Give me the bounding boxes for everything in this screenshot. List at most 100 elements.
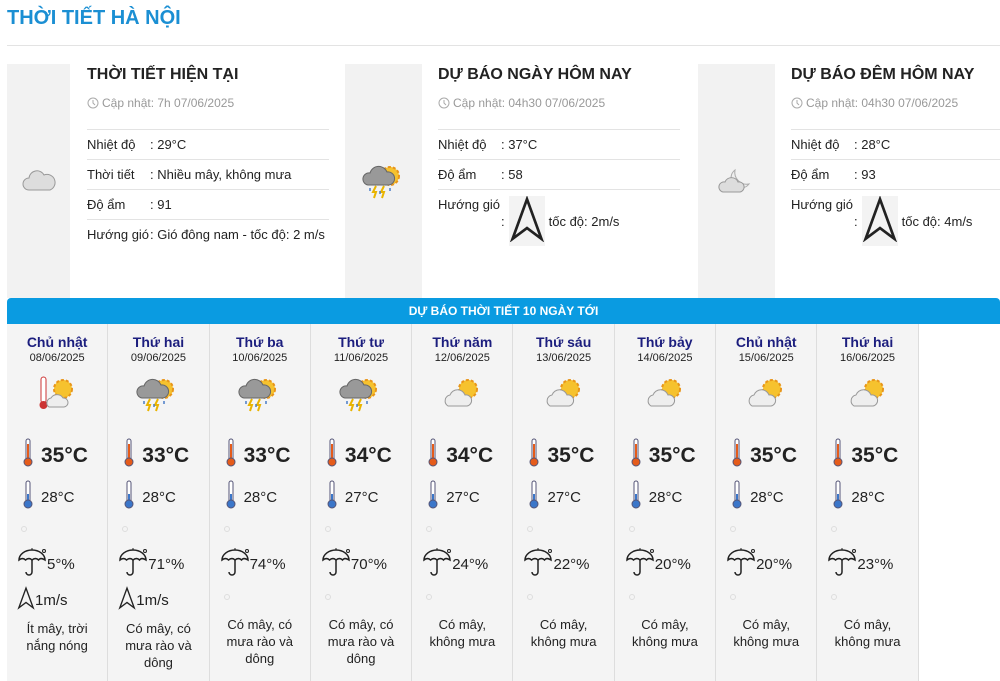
info-row: Nhiệt độ: 37°C bbox=[438, 130, 680, 160]
thermometer-high-icon bbox=[428, 438, 446, 474]
partly-cloudy-icon bbox=[716, 372, 816, 416]
dot-icon bbox=[628, 526, 635, 532]
dot-icon bbox=[628, 594, 635, 600]
info-label: Hướng gió bbox=[87, 227, 150, 242]
info-row: Độ ẩm: 58 bbox=[438, 160, 680, 190]
high-temp: 35°C bbox=[547, 444, 595, 467]
thermometer-low-icon bbox=[226, 480, 244, 514]
day-description: Có mây, không mưa bbox=[632, 617, 698, 649]
wind-direction-icon bbox=[508, 195, 545, 246]
dot-icon bbox=[426, 594, 433, 600]
day-description: Có mây, có mưa rào và dông bbox=[226, 617, 293, 666]
day-date: 14/06/2025 bbox=[637, 352, 693, 364]
panel-heading: DỰ BÁO NGÀY HÔM NAY bbox=[438, 66, 632, 83]
dot-icon bbox=[324, 526, 331, 532]
night-cloudy-icon bbox=[698, 64, 775, 298]
high-temp: 33°C bbox=[142, 444, 190, 467]
day-date: 08/06/2025 bbox=[29, 352, 85, 364]
low-temp: 27°C bbox=[446, 488, 480, 506]
info-value: : bbox=[854, 213, 858, 229]
thermometer-low-icon bbox=[23, 480, 41, 514]
thermometer-high-icon bbox=[226, 438, 244, 474]
info-value: : 28°C bbox=[854, 137, 891, 152]
thermometer-low-icon bbox=[327, 480, 345, 514]
high-temp: 33°C bbox=[243, 444, 291, 467]
thermometer-high-icon bbox=[631, 438, 649, 474]
info-label: Nhiệt độ bbox=[438, 137, 487, 152]
clock-icon bbox=[791, 96, 806, 110]
wind-direction-icon bbox=[861, 195, 898, 246]
info-row: Hướng gió: Gió đông nam - tốc độ: 2 m/s bbox=[87, 220, 329, 249]
dot-icon bbox=[21, 526, 27, 532]
forecast-day: Thứ ba 10/06/2025 33°C 28°C 74°% Có mây,… bbox=[209, 324, 311, 681]
divider bbox=[7, 45, 1000, 46]
partly-cloudy-icon bbox=[513, 372, 613, 416]
dot-icon bbox=[527, 594, 534, 600]
wind-speed: 1m/s bbox=[136, 591, 169, 609]
day-description: Có mây, có mưa rào và dông bbox=[327, 617, 395, 666]
thermometer-high-icon bbox=[732, 438, 750, 474]
day-date: 15/06/2025 bbox=[738, 352, 794, 364]
partly-cloudy-icon bbox=[412, 372, 512, 416]
thermometer-low-icon bbox=[631, 480, 649, 514]
page-title: THỜI TIẾT HÀ NỘI bbox=[7, 7, 181, 29]
weather-panel: THỜI TIẾT HIỆN TẠI Cập nhật: 7h 07/06/20… bbox=[7, 64, 337, 298]
dot-icon bbox=[831, 594, 838, 600]
high-temp: 35°C bbox=[41, 444, 88, 467]
low-temp: 28°C bbox=[243, 488, 278, 506]
dot-icon bbox=[223, 594, 230, 600]
thermometer-low-icon bbox=[732, 480, 750, 514]
thermometer-high-icon bbox=[124, 438, 142, 474]
weather-panel: DỰ BÁO NGÀY HÔM NAY Cập nhật: 04h30 07/0… bbox=[345, 64, 680, 298]
info-label: Nhiệt độ bbox=[791, 137, 840, 152]
info-value: : bbox=[501, 213, 505, 229]
partly-cloudy-icon bbox=[615, 372, 715, 416]
info-row: Nhiệt độ: 29°C bbox=[87, 130, 329, 160]
thermometer-low-icon bbox=[428, 480, 446, 514]
day-description: Có mây, không mưa bbox=[733, 617, 800, 649]
dot-icon bbox=[122, 526, 129, 532]
rain-chance: 71°% bbox=[148, 555, 185, 573]
day-date: 10/06/2025 bbox=[232, 352, 288, 364]
high-temp: 35°C bbox=[750, 444, 797, 467]
low-temp: 28°C bbox=[142, 488, 176, 506]
clock-icon bbox=[87, 96, 102, 110]
wind-direction-icon bbox=[118, 586, 136, 614]
day-date: 12/06/2025 bbox=[434, 352, 490, 364]
dot-icon bbox=[831, 526, 838, 532]
forecast-day: Thứ hai 16/06/2025 35°C 28°C 23°% Có mây… bbox=[817, 324, 919, 681]
thermometer-high-icon bbox=[327, 438, 345, 474]
forecast-day: Thứ sáu 13/06/2025 35°C 27°C 22°% Có mây… bbox=[513, 324, 615, 681]
day-name: Thứ hai bbox=[841, 334, 894, 350]
rain-chance: 70°% bbox=[350, 555, 387, 573]
weather-panel: DỰ BÁO ĐÊM HÔM NAY Cập nhật: 04h30 07/06… bbox=[698, 64, 1000, 298]
partly-cloudy-icon bbox=[817, 372, 917, 416]
info-label: Hướng gió bbox=[791, 197, 854, 212]
umbrella-icon bbox=[220, 548, 250, 580]
rain-chance: 5°% bbox=[47, 555, 75, 573]
update-time: Cập nhật: 04h30 07/06/2025 bbox=[453, 96, 606, 110]
info-row: Hướng gió: tốc độ: 2m/s bbox=[438, 190, 680, 252]
dot-icon bbox=[730, 526, 737, 532]
low-temp: 27°C bbox=[344, 488, 379, 506]
info-label: Hướng gió bbox=[438, 197, 501, 212]
forecast-day: Thứ tư 11/06/2025 34°C 27°C 70°% Có mây,… bbox=[310, 324, 413, 681]
day-name: Thứ hai bbox=[132, 334, 185, 350]
rain-chance: 20°% bbox=[654, 555, 691, 573]
dot-icon bbox=[527, 526, 534, 532]
day-date: 09/06/2025 bbox=[130, 352, 186, 364]
forecast-days: Chủ nhật 08/06/2025 35°C 28°C 5°% 1m/s Ít… bbox=[7, 324, 919, 681]
umbrella-icon bbox=[726, 548, 756, 580]
umbrella-icon bbox=[523, 548, 553, 580]
umbrella-icon bbox=[827, 548, 857, 580]
dot-icon bbox=[324, 594, 331, 600]
forecast-day: Thứ bảy 14/06/2025 35°C 28°C 20°% Có mây… bbox=[614, 324, 717, 681]
dot-icon bbox=[730, 594, 737, 600]
day-date: 11/06/2025 bbox=[333, 352, 389, 364]
hot-sun-icon bbox=[7, 372, 107, 416]
low-temp: 28°C bbox=[750, 488, 784, 506]
panel-heading: THỜI TIẾT HIỆN TẠI bbox=[87, 66, 239, 83]
thermometer-low-icon bbox=[124, 480, 142, 514]
info-value: : 58 bbox=[501, 167, 523, 182]
rain-chance: 74°% bbox=[249, 555, 286, 573]
